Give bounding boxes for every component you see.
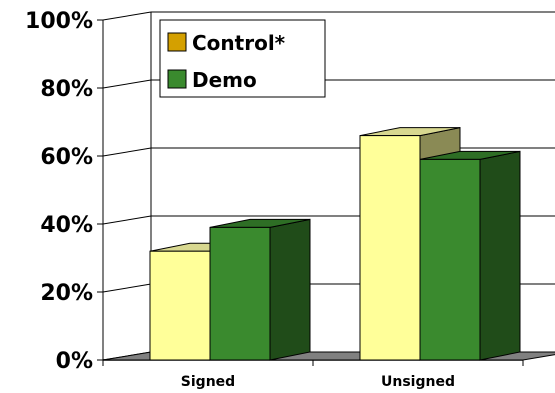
- x-axis-categories: Signed Unsigned: [181, 374, 455, 390]
- legend-label-control: Control*: [192, 31, 286, 55]
- y-tick-label: 0%: [56, 349, 93, 374]
- legend-box: [159, 19, 326, 98]
- bars: [149, 126, 521, 361]
- side-wall-line: [102, 79, 152, 89]
- side-wall-line: [102, 11, 152, 21]
- bar-unsigned-demo: [419, 150, 521, 361]
- legend-swatch-control: [167, 32, 187, 52]
- legend-label-demo: Demo: [192, 68, 257, 92]
- y-tick-label: 40%: [40, 213, 93, 238]
- x-category-label: Signed: [181, 374, 235, 390]
- y-tick-label: 60%: [40, 145, 93, 170]
- y-tick-label: 80%: [40, 77, 93, 102]
- y-tick-label: 20%: [40, 281, 93, 306]
- side-wall-line: [102, 147, 152, 157]
- legend: Control* Demo: [159, 19, 326, 98]
- bar-signed-demo: [209, 218, 311, 361]
- y-axis-ticks: 0% 20% 40% 60% 80% 100%: [25, 9, 93, 374]
- side-wall-line: [102, 283, 152, 293]
- y-tick-label: 100%: [25, 9, 93, 34]
- x-category-label: Unsigned: [381, 374, 455, 390]
- legend-swatch-demo: [167, 69, 187, 89]
- side-wall-line: [102, 215, 152, 225]
